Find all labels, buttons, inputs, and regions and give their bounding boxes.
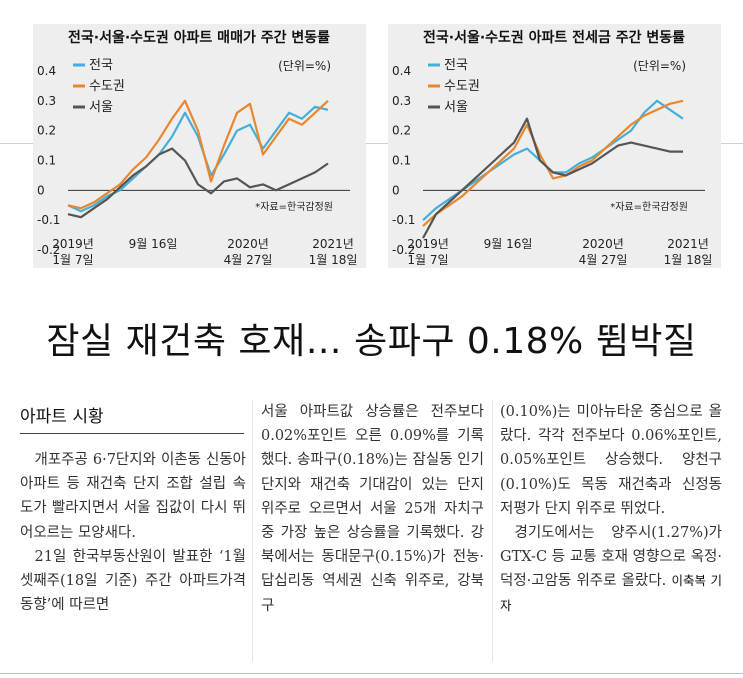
y-tick-label: -0.2 <box>37 243 60 257</box>
y-tick-label: 0.1 <box>37 154 56 168</box>
headline: 잠실 재건축 호재… 송파구 0.18% 뜀박질 <box>46 321 697 362</box>
article-column-1: 개포주공 6·7단지와 이촌동 신동아아파트 등 재건축 단지 조합 설립 속도… <box>20 448 246 617</box>
legend-label: 수도권 <box>89 79 125 94</box>
chart-title: 전국·서울·수도권 아파트 전세금 주간 변동률 <box>423 29 685 46</box>
y-tick-label: 0.3 <box>37 94 56 108</box>
jeonse-price-chart-svg: 전국·서울·수도권 아파트 전세금 주간 변동률 0.4 0.3 0.2 0.1 0 -0.… <box>392 29 713 267</box>
x-tick-label: 2020년 <box>582 237 624 251</box>
y-tick-label: 0 <box>392 183 400 197</box>
unit-note: (단위=%) <box>633 59 686 73</box>
unit-note: (단위=%) <box>278 59 331 73</box>
y-tick-label: 0.1 <box>392 154 411 168</box>
legend-label: 수도권 <box>444 79 480 94</box>
top-divider <box>0 143 743 144</box>
paragraph: 개포주공 6·7단지와 이촌동 신동아아파트 등 재건축 단지 조합 설립 속도… <box>20 452 246 541</box>
y-tick-label: 0.3 <box>392 94 411 108</box>
x-tick-label: 4월 27일 <box>224 253 273 267</box>
source-note: *자료=한국감정원 <box>610 201 688 213</box>
y-tick-label: -0.1 <box>37 213 60 227</box>
y-tick-label: 0.2 <box>37 124 56 138</box>
x-tick-label: 2020년 <box>227 237 269 251</box>
x-tick-label: 1월 7일 <box>407 253 448 267</box>
legend-label: 서울 <box>89 100 113 115</box>
article-column-2: 서울 아파트값 상승률은 전주보다 0.02%포인트 오른 0.09%를 기록했… <box>261 400 484 618</box>
paragraph: 21일 한국부동산원이 발표한 ‘1월 셋째주(18일 기준) 주간 아파트가격… <box>20 548 246 614</box>
column-divider <box>492 400 493 662</box>
x-tick-label: 1월 18일 <box>664 253 713 267</box>
x-tick-label: 2021년 <box>667 237 709 251</box>
x-tick-label: 9월 16일 <box>484 237 533 251</box>
legend-label: 서울 <box>444 100 468 115</box>
article-column-3: (0.10%)는 미아뉴타운 중심으로 올랐다. 각각 전주보다 0.06%포인… <box>500 400 722 618</box>
series-line <box>67 147 329 219</box>
x-tick-label: 1월 7일 <box>52 253 93 267</box>
sale-price-chart: 전국·서울·수도권 아파트 매매가 주간 변동률 0.4 0.3 0.2 0.1 0 -0.… <box>33 24 366 268</box>
sale-price-chart-svg: 전국·서울·수도권 아파트 매매가 주간 변동률 0.4 0.3 0.2 0.1 0 -0.… <box>37 29 358 267</box>
y-tick-label: 0.2 <box>392 124 411 138</box>
bottom-divider <box>0 673 743 674</box>
paragraph: 서울 아파트값 상승률은 전주보다 0.02%포인트 오른 0.09%를 기록했… <box>261 404 484 614</box>
y-tick-label: 0.4 <box>392 64 411 78</box>
paragraph: (0.10%)는 미아뉴타운 중심으로 올랐다. 각각 전주보다 0.06%포인… <box>500 404 722 517</box>
paragraph-text: 경기도에서는 양주시(1.27%)가 GTX-C 등 교통 호재 영향으로 옥정… <box>500 525 722 590</box>
x-tick-label: 2021년 <box>312 237 354 251</box>
series-line <box>67 99 329 210</box>
y-tick-label: 0 <box>37 183 45 197</box>
byline: 이축복 기자 <box>500 573 722 613</box>
section-title: 아파트 시황 <box>20 407 104 427</box>
x-tick-label: 9월 16일 <box>129 237 178 251</box>
source-note: *자료=한국감정원 <box>255 201 333 213</box>
x-tick-label: 2019년 <box>407 237 449 251</box>
x-tick-label: 2019년 <box>52 237 94 251</box>
y-tick-label: -0.2 <box>392 243 415 257</box>
y-tick-label: 0.4 <box>37 64 56 78</box>
jeonse-price-chart: 전국·서울·수도권 아파트 전세금 주간 변동률 0.4 0.3 0.2 0.1 0 -0.… <box>388 24 721 268</box>
x-tick-label: 1월 18일 <box>309 253 358 267</box>
legend-label: 전국 <box>444 58 468 73</box>
x-tick-label: 4월 27일 <box>579 253 628 267</box>
y-tick-label: -0.1 <box>392 213 415 227</box>
paragraph: 경기도에서는 양주시(1.27%)가 GTX-C 등 교통 호재 영향으로 옥정… <box>500 521 722 618</box>
series-line <box>422 99 684 227</box>
series-line <box>422 117 683 239</box>
section-underline <box>20 433 244 434</box>
chart-title: 전국·서울·수도권 아파트 매매가 주간 변동률 <box>68 29 330 46</box>
legend-label: 전국 <box>89 58 113 73</box>
series-line <box>67 105 329 213</box>
column-divider <box>252 400 253 662</box>
